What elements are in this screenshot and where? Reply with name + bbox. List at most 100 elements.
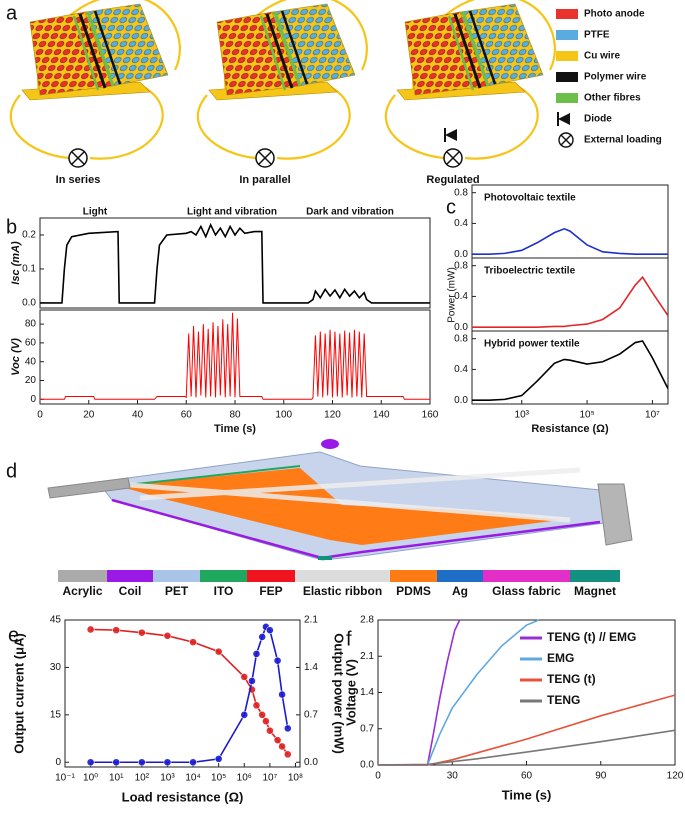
legend-label: PTFE xyxy=(584,30,610,41)
y-tick-label: 0.0 xyxy=(454,395,468,406)
data-point xyxy=(283,750,292,759)
y-tick-label: 40 xyxy=(25,356,37,367)
chart: 0 15 30 45 0.0 0.7 1.4 2.1 10⁻¹ 10⁰ 10¹ 10² 10³ 10⁴ 10… xyxy=(11,615,346,805)
x-axis-label: Time (s) xyxy=(214,423,256,435)
diode-icon xyxy=(558,113,570,125)
data-point xyxy=(112,626,121,635)
data-point xyxy=(278,742,286,751)
legend-label: External loading xyxy=(584,135,662,146)
legend-label: Polymer wire xyxy=(584,72,647,83)
data-point xyxy=(189,758,197,767)
material-swatch xyxy=(390,570,437,582)
y-tick-label: 60 xyxy=(25,338,37,349)
x-tick-label: 10⁸ xyxy=(288,773,303,784)
x-tick-label: 90 xyxy=(595,771,607,782)
data-point xyxy=(163,631,172,640)
data-point xyxy=(265,726,274,735)
y-tick-label: 0.0 xyxy=(22,298,36,309)
series-line xyxy=(378,619,461,766)
y-tick-label: 0.4 xyxy=(454,291,468,302)
series-line xyxy=(378,619,540,766)
x-tick-label: 60 xyxy=(181,410,193,421)
y-tick-label: 0.7 xyxy=(360,723,374,734)
data-point xyxy=(283,724,292,733)
x-tick-label: 10⁶ xyxy=(237,773,252,784)
data-point xyxy=(248,677,256,685)
chart: 0.0 0.4 0.8 Photovoltaic textile xyxy=(454,184,669,260)
x-tick-label: 120 xyxy=(667,771,684,782)
x-tick-label: 80 xyxy=(229,410,241,421)
data-point xyxy=(252,649,261,658)
data-point xyxy=(137,628,146,637)
y-tick-label: 0.4 xyxy=(454,364,468,375)
data-point xyxy=(163,758,172,767)
material-label: PET xyxy=(165,584,189,598)
legend-label: TENG (t) // EMG xyxy=(547,630,636,644)
material-swatch xyxy=(570,570,620,582)
material-swatch xyxy=(200,570,247,582)
x-tick-label: 120 xyxy=(324,410,341,421)
y-tick-label: 0.8 xyxy=(454,187,468,198)
x-axis-label: Time (s) xyxy=(502,787,552,802)
panel-label: f xyxy=(346,628,352,650)
diode xyxy=(444,128,457,142)
x-tick-label: 140 xyxy=(373,410,390,421)
material-label: Ag xyxy=(452,584,468,598)
material-label: ITO xyxy=(214,584,234,598)
x-tick-label: 0 xyxy=(37,410,43,421)
data-point xyxy=(214,754,223,763)
x-tick-label: 10⁵ xyxy=(579,410,594,421)
y-tick-label: 2.8 xyxy=(360,615,374,626)
y2-tick-label: 0.7 xyxy=(304,709,318,720)
material-label: Elastic ribbon xyxy=(303,584,382,598)
data-point xyxy=(278,690,286,699)
annotation: Light xyxy=(83,207,108,218)
x-tick-label: 40 xyxy=(132,410,144,421)
chart-title: Triboelectric textile xyxy=(484,266,576,277)
y2-axis-label: Output power (mW) xyxy=(332,633,347,754)
data-point xyxy=(189,638,197,647)
x-tick-label: 10³ xyxy=(160,773,175,784)
legend-d: Acrylic Coil PET ITO FEP Elastic ribbon PDMS Ag… xyxy=(58,570,620,598)
material-swatch xyxy=(483,570,570,582)
data-point xyxy=(240,710,249,719)
legend-swatch xyxy=(556,9,578,19)
data-point xyxy=(112,758,121,767)
chart: 0.0 0.7 1.4 2.1 2.8 0 30 60 90 120 Time (s) Voltage… xyxy=(343,615,683,803)
legend-label: TENG (t) xyxy=(547,672,596,686)
material-label: PDMS xyxy=(396,584,431,598)
y-axis-label: Voltage (V) xyxy=(343,659,358,726)
diagram-label: Regulated xyxy=(426,174,479,186)
data-point xyxy=(258,633,267,641)
x-axis-label: Resistance (Ω) xyxy=(531,423,609,435)
plot-frame xyxy=(39,217,431,309)
x-tick-label: 10⁷ xyxy=(645,410,660,421)
legend-swatch xyxy=(556,51,578,61)
data-point xyxy=(86,625,95,634)
data-point xyxy=(258,710,267,719)
data-point xyxy=(240,673,249,681)
y-tick-label: 0 xyxy=(55,757,61,768)
load-x xyxy=(560,134,572,146)
legend-swatch xyxy=(556,72,578,82)
series-line xyxy=(472,275,668,328)
legend-swatch xyxy=(556,30,578,40)
series-line xyxy=(472,227,668,255)
material-swatch xyxy=(107,570,153,582)
data-point xyxy=(265,626,274,635)
x-axis-label: Load resistance (Ω) xyxy=(122,789,244,804)
material-swatch xyxy=(153,570,200,582)
annotation: Dark and vibration xyxy=(306,207,394,218)
x-tick-label: 0 xyxy=(375,771,381,782)
diagram-label: In parallel xyxy=(239,174,290,186)
y-tick-label: 45 xyxy=(50,615,62,626)
x-tick-label: 20 xyxy=(83,410,95,421)
material-swatch xyxy=(437,570,483,582)
x-tick-label: 10⁴ xyxy=(185,773,200,784)
data-point xyxy=(137,758,146,767)
series-line xyxy=(90,625,289,764)
x-tick-label: 10⁰ xyxy=(83,773,98,784)
